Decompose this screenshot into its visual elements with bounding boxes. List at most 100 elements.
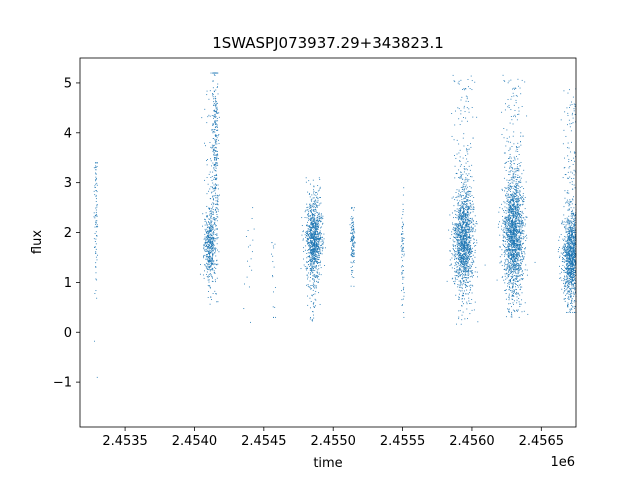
data-point [353, 250, 355, 251]
data-point [525, 181, 527, 183]
data-point [207, 241, 209, 242]
data-point [217, 86, 218, 88]
data-point [513, 171, 515, 173]
data-point [316, 241, 318, 243]
data-point [316, 212, 318, 214]
data-point [209, 261, 211, 263]
data-point [509, 153, 511, 155]
data-point [95, 169, 97, 171]
data-point [462, 231, 464, 233]
data-point [456, 275, 458, 277]
data-point [504, 216, 506, 218]
data-point [315, 238, 317, 239]
data-point [462, 283, 464, 285]
data-point [95, 178, 97, 179]
data-point [511, 259, 513, 261]
data-point [465, 216, 466, 218]
data-point [458, 80, 460, 82]
data-point [465, 162, 467, 164]
data-point [463, 221, 465, 223]
data-point [514, 157, 516, 159]
data-point [511, 223, 513, 225]
data-point [516, 197, 518, 199]
data-point [212, 243, 214, 245]
data-point [312, 224, 314, 226]
data-point [214, 109, 216, 111]
data-point [310, 217, 312, 219]
data-point [311, 251, 313, 252]
data-point [311, 320, 313, 322]
data-point [204, 142, 205, 144]
data-point [312, 289, 314, 291]
data-point [454, 124, 456, 126]
data-point [307, 221, 308, 223]
data-point [459, 171, 461, 173]
data-point [508, 279, 510, 281]
data-point [513, 201, 514, 203]
data-point [465, 205, 467, 207]
data-point [213, 260, 215, 262]
data-point [470, 287, 472, 289]
data-point [516, 254, 518, 256]
data-point [209, 226, 211, 228]
data-point [207, 226, 209, 228]
data-point [513, 291, 515, 293]
data-point [464, 221, 466, 223]
data-point [310, 228, 312, 230]
data-point [513, 304, 514, 305]
data-point [207, 252, 209, 254]
data-point [461, 218, 463, 220]
data-point [314, 203, 316, 205]
data-point [95, 176, 97, 178]
data-point [514, 310, 515, 312]
data-point [215, 162, 217, 164]
data-point [206, 251, 208, 252]
data-point [209, 115, 211, 117]
data-point [314, 242, 316, 244]
data-point [456, 323, 457, 325]
data-point [512, 232, 514, 234]
data-point [310, 285, 312, 286]
data-point [462, 295, 464, 297]
data-point [312, 218, 314, 219]
data-point [206, 271, 208, 273]
data-point [207, 183, 209, 185]
data-point [517, 232, 519, 234]
data-point [501, 249, 503, 251]
data-point [461, 236, 463, 238]
data-point [515, 226, 517, 227]
data-point [208, 248, 210, 250]
data-point [318, 246, 319, 248]
data-point [458, 257, 460, 259]
data-point [206, 122, 208, 124]
data-point [466, 246, 468, 248]
data-point [459, 229, 461, 231]
data-point [460, 271, 462, 273]
data-point [212, 80, 214, 82]
data-point [458, 233, 460, 235]
data-point [215, 104, 217, 106]
data-point [511, 205, 513, 207]
data-point [311, 254, 313, 256]
data-point [515, 209, 517, 211]
data-point [464, 267, 466, 269]
data-point [350, 217, 352, 219]
data-point [352, 252, 354, 254]
data-point [463, 238, 465, 240]
data-point [471, 284, 473, 286]
data-point [519, 236, 521, 238]
data-point [515, 229, 517, 231]
data-point [519, 220, 521, 222]
data-point [504, 250, 506, 252]
data-point [513, 196, 515, 198]
data-point [403, 316, 405, 318]
data-point [459, 255, 461, 256]
data-point [466, 191, 468, 193]
data-point [502, 237, 504, 239]
data-point [460, 290, 462, 292]
data-point [513, 264, 515, 266]
data-point [310, 230, 311, 232]
data-point [306, 239, 308, 241]
data-point [506, 248, 508, 250]
data-point [513, 104, 515, 106]
